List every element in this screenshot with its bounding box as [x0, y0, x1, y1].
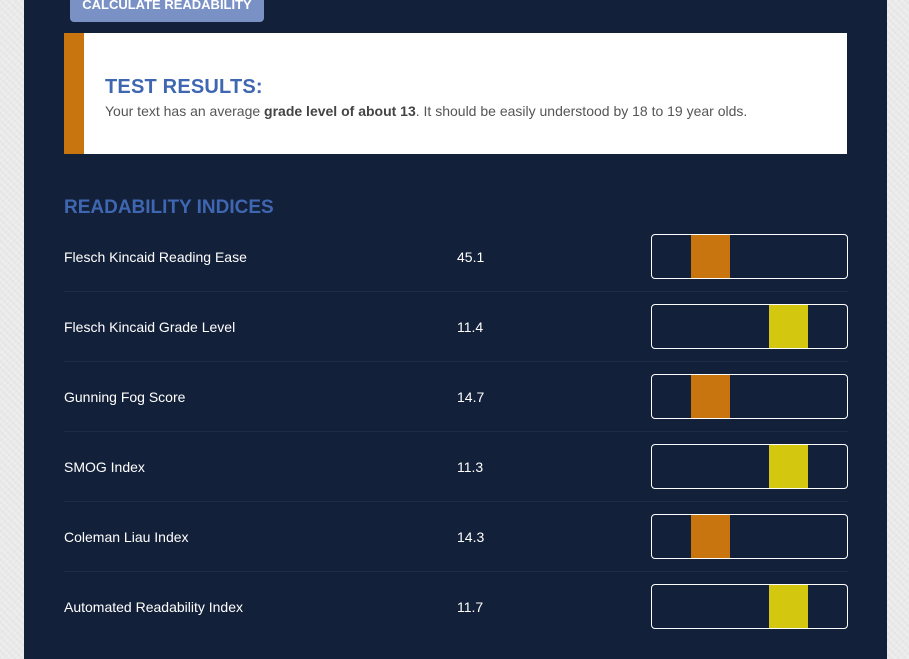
readability-indices-title: READABILITY INDICES	[64, 197, 274, 218]
meter-fill	[769, 585, 808, 628]
index-row: Flesch Kincaid Grade Level 11.4	[64, 292, 848, 362]
meter-fill	[769, 445, 808, 488]
calculate-readability-button[interactable]: CALCULATE READABILITY	[70, 0, 264, 22]
index-meter	[651, 374, 848, 419]
index-label: SMOG Index	[64, 459, 145, 475]
index-meter	[651, 234, 848, 279]
meter-fill	[691, 235, 730, 278]
index-label: Gunning Fog Score	[64, 389, 186, 405]
summary-text-start: Your text has an average	[105, 103, 265, 119]
results-accent-bar	[64, 33, 84, 154]
index-row: Gunning Fog Score 14.7	[64, 362, 848, 432]
meter-fill	[691, 515, 730, 558]
index-meter	[651, 584, 848, 629]
index-label: Flesch Kincaid Grade Level	[64, 319, 236, 335]
meter-fill	[691, 375, 730, 418]
readability-indices-list: Flesch Kincaid Reading Ease 45.1 Flesch …	[64, 222, 848, 642]
index-score: 11.7	[457, 599, 484, 615]
index-score: 11.4	[457, 319, 484, 335]
index-score: 45.1	[457, 249, 485, 265]
index-label: Coleman Liau Index	[64, 529, 189, 545]
test-results-summary: Your text has an average grade level of …	[105, 103, 747, 119]
test-results-title: TEST RESULTS:	[105, 76, 263, 98]
index-label: Automated Readability Index	[64, 599, 243, 615]
index-meter	[651, 304, 848, 349]
index-row: Automated Readability Index 11.7	[64, 572, 848, 642]
test-results-box: TEST RESULTS: Your text has an average g…	[64, 33, 847, 154]
index-meter	[651, 444, 848, 489]
summary-grade-level: grade level of about 13	[264, 103, 416, 119]
index-label: Flesch Kincaid Reading Ease	[64, 249, 247, 265]
summary-text-end: . It should be easily understood by 18 t…	[415, 103, 748, 119]
index-row: Flesch Kincaid Reading Ease 45.1	[64, 222, 848, 292]
index-score: 14.3	[457, 529, 485, 545]
index-score: 14.7	[457, 389, 485, 405]
index-score: 11.3	[457, 459, 484, 475]
index-meter	[651, 514, 848, 559]
index-row: SMOG Index 11.3	[64, 432, 848, 502]
index-row: Coleman Liau Index 14.3	[64, 502, 848, 572]
meter-fill	[769, 305, 808, 348]
